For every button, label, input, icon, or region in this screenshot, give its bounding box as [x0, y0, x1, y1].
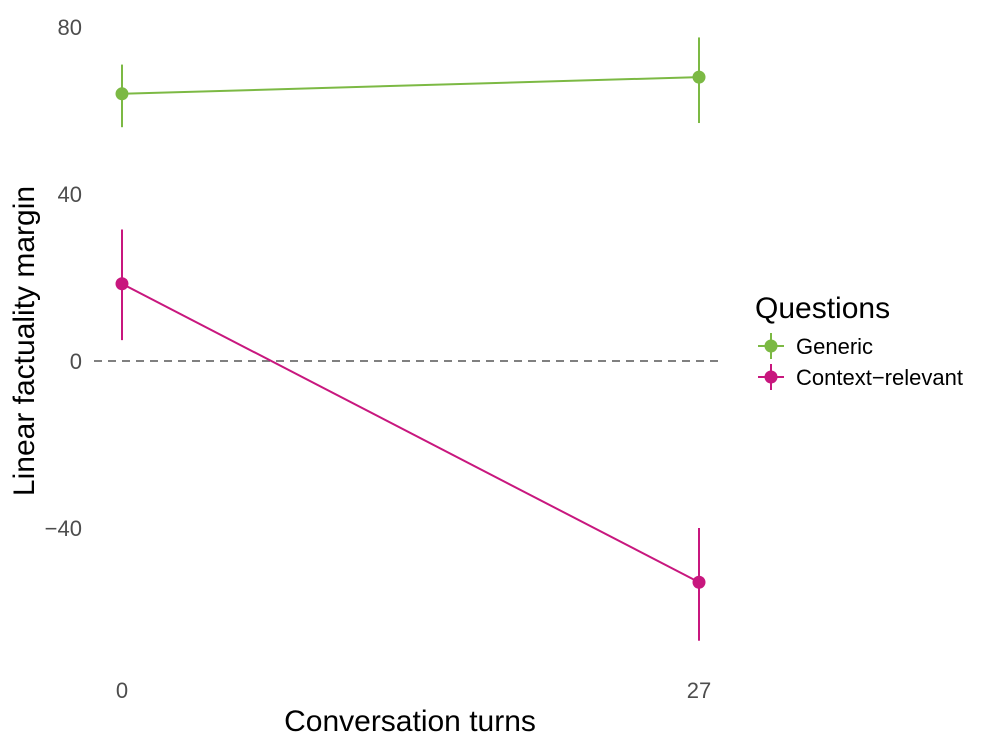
- legend-title: Questions: [755, 292, 890, 325]
- y-axis-ticks: 80 40 0 −40: [45, 15, 82, 541]
- x-axis-ticks: 0 27: [116, 678, 711, 703]
- legend-label-generic: Generic: [796, 334, 873, 359]
- legend-label-context-relevant: Context−relevant: [796, 365, 963, 390]
- data-point-generic: [115, 87, 129, 101]
- legend: Questions Generic Context−relevant: [755, 292, 963, 390]
- data-point-context-relevant: [115, 277, 129, 291]
- plot-area: [94, 37, 722, 641]
- x-tick-label: 0: [116, 678, 128, 703]
- x-axis-title: Conversation turns: [284, 705, 536, 738]
- legend-key-point-generic: [764, 339, 778, 353]
- y-tick-label: −40: [45, 516, 82, 541]
- y-axis-title: Linear factuality margin: [8, 186, 41, 496]
- y-tick-label: 40: [58, 182, 82, 207]
- series-line-generic: [121, 76, 700, 95]
- y-tick-label: 0: [70, 349, 82, 374]
- data-point-context-relevant: [692, 575, 706, 589]
- data-point-generic: [692, 70, 706, 84]
- x-tick-label: 27: [687, 678, 711, 703]
- legend-items: Generic Context−relevant: [796, 334, 963, 390]
- y-tick-label: 80: [58, 15, 82, 40]
- legend-key-point-context-relevant: [764, 370, 778, 384]
- series-line-context-relevant: [121, 282, 700, 584]
